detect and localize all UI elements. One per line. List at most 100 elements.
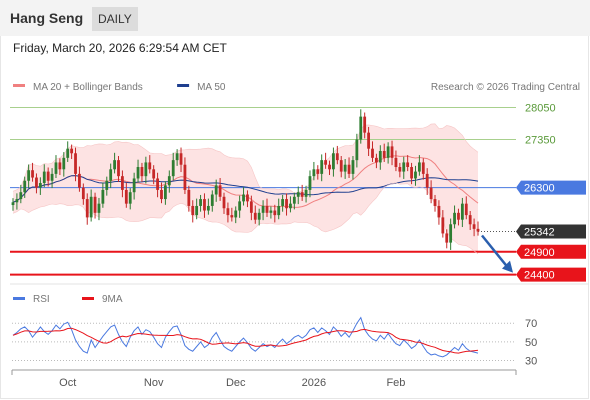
candle-85 <box>343 158 347 179</box>
candle-body <box>304 189 308 197</box>
candle-body <box>324 160 328 165</box>
candle-body <box>394 157 398 168</box>
candle-83 <box>335 145 339 165</box>
candle-2 <box>19 184 23 204</box>
candle-112 <box>449 218 453 250</box>
candle-body <box>167 176 171 186</box>
candle-body <box>109 169 113 181</box>
candle-body <box>425 173 429 188</box>
candle-41 <box>171 152 175 181</box>
candle-body <box>414 171 417 179</box>
rsi-9ma-line <box>12 327 479 354</box>
candle-body <box>320 160 324 174</box>
bollinger-bands <box>13 123 478 254</box>
timeframe-badge[interactable]: DAILY <box>92 7 138 31</box>
candle-84 <box>339 156 343 178</box>
candle-87 <box>351 156 355 180</box>
candle-63 <box>257 208 261 226</box>
candle-24 <box>105 176 109 196</box>
candle-body <box>335 153 339 161</box>
candle-82 <box>332 147 335 177</box>
candle-106 <box>425 168 429 195</box>
candle-body <box>371 148 374 158</box>
candle-body <box>128 192 132 204</box>
candle-45 <box>187 185 191 212</box>
candle-body <box>433 199 437 206</box>
candle-body <box>464 203 468 216</box>
candle-6 <box>35 173 38 194</box>
candle-body <box>58 162 62 170</box>
x-tick-Feb: Feb <box>386 377 405 389</box>
candle-72 <box>292 192 296 210</box>
candle-105 <box>421 158 425 180</box>
candle-body <box>50 173 54 181</box>
candle-37 <box>156 172 159 198</box>
candle-28 <box>121 170 124 198</box>
candle-body <box>296 192 300 197</box>
candle-body <box>152 169 156 179</box>
candle-body <box>101 189 105 204</box>
instrument-title: Hang Seng <box>10 10 84 26</box>
candle-body <box>285 199 288 209</box>
candle-27 <box>117 156 120 182</box>
candle-43 <box>179 147 183 173</box>
candle-22 <box>97 197 101 221</box>
candle-body <box>136 167 140 179</box>
support-tag-24400 <box>516 267 586 282</box>
candle-body <box>375 157 378 163</box>
support-tag-text-24900: 24900 <box>524 247 555 259</box>
candle-56 <box>230 207 234 222</box>
candle-52 <box>214 179 218 202</box>
candle-86 <box>347 157 351 179</box>
rsi-legend-swatch-1 <box>82 297 94 300</box>
candle-104 <box>417 155 421 176</box>
candle-body <box>386 146 390 158</box>
candle-body <box>144 162 148 177</box>
candle-75 <box>304 185 308 203</box>
candle-body <box>406 162 410 168</box>
candle-body <box>42 171 46 184</box>
support-tag-24900 <box>516 244 586 259</box>
candle-body <box>339 160 343 172</box>
ma20-line <box>12 155 479 208</box>
candle-29 <box>124 182 128 208</box>
candle-74 <box>300 184 304 201</box>
candle-body <box>66 148 70 158</box>
candle-body <box>93 196 97 213</box>
candle-body <box>308 176 312 190</box>
candle-99 <box>398 162 402 178</box>
candle-body <box>179 153 183 165</box>
candle-91 <box>367 126 370 157</box>
candle-body <box>85 199 89 218</box>
candle-19 <box>85 193 89 225</box>
candle-body <box>472 224 476 229</box>
candle-17 <box>78 166 81 192</box>
current-tag-text-25342: 25342 <box>524 227 555 239</box>
candle-73 <box>296 186 300 205</box>
candle-54 <box>222 192 226 214</box>
candle-body <box>210 194 214 206</box>
candle-8 <box>42 164 46 188</box>
candle-body <box>355 139 359 161</box>
candle-body <box>206 205 210 211</box>
candle-body <box>230 215 234 218</box>
candle-body <box>277 205 281 216</box>
candle-body <box>390 146 394 158</box>
candle-12 <box>58 158 62 176</box>
candle-body <box>363 116 367 133</box>
price-levels <box>10 106 516 276</box>
candle-body <box>38 183 42 188</box>
candle-55 <box>226 202 230 223</box>
legend-swatch-1 <box>177 84 190 87</box>
candle-body <box>156 178 159 190</box>
candle-body <box>460 203 464 220</box>
candle-40 <box>167 170 171 193</box>
candle-body <box>171 160 175 177</box>
candle-body <box>281 199 285 206</box>
candle-42 <box>175 149 179 166</box>
candle-body <box>300 192 304 197</box>
candle-body <box>132 178 136 193</box>
candle-102 <box>410 162 413 185</box>
candle-body <box>46 171 50 181</box>
candle-78 <box>316 165 320 180</box>
